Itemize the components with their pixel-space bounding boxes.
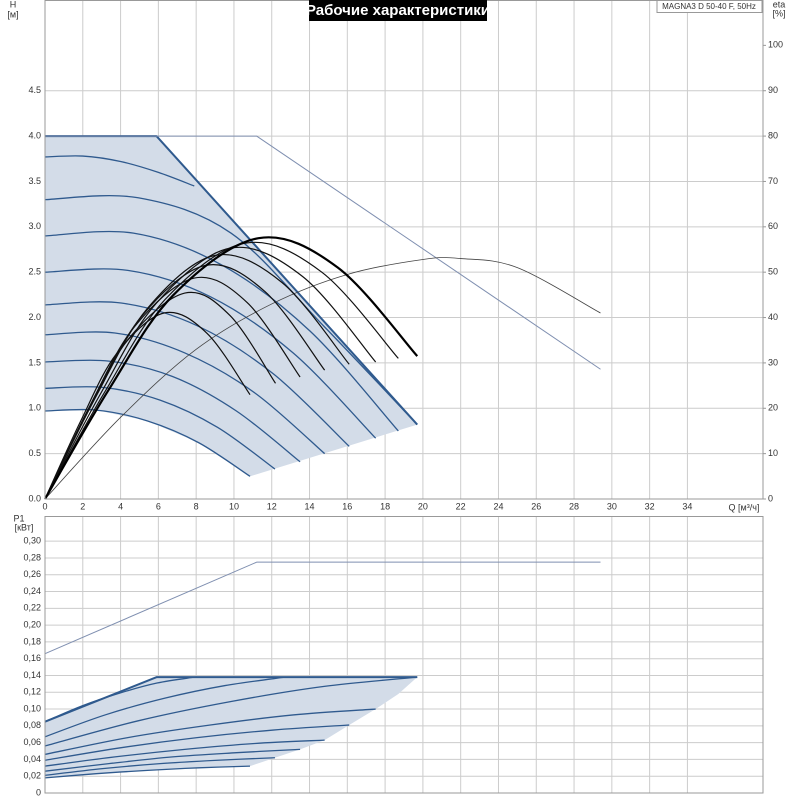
annotation: MAGNA3 D 50-40 F, 50Hz [662, 2, 756, 11]
y-tick-label: 0,04 [23, 754, 41, 764]
curve [44, 230, 399, 432]
x-tick-label: 24 [493, 501, 503, 511]
x-tick-label: 14 [305, 501, 315, 511]
curve [44, 748, 301, 772]
x-tick-label: 0 [42, 501, 47, 511]
y-tick-label: 0,16 [23, 653, 41, 663]
x-tick-label: 16 [342, 501, 352, 511]
y2-tick-label: 60 [768, 221, 778, 231]
y2-tick-label: 10 [768, 448, 778, 458]
y-tick-label: 0,14 [23, 670, 41, 680]
x-tick-label: 34 [682, 501, 692, 511]
y-tick-label: 0,26 [23, 569, 41, 579]
x-tick-label: 12 [267, 501, 277, 511]
y-tick-label: 2.5 [28, 267, 41, 277]
curve [44, 676, 286, 738]
operating-area [45, 677, 418, 778]
y2-tick-label: 0 [768, 493, 773, 503]
x-tick-label: 20 [418, 501, 428, 511]
y-tick-label: 1.5 [28, 357, 41, 367]
efficiency-curve [44, 253, 350, 500]
curve [44, 359, 301, 463]
y2-tick-label: 30 [768, 357, 778, 367]
curve [44, 408, 251, 477]
y-tick-label: 0,20 [23, 619, 41, 629]
plot-frame [44, 516, 764, 794]
y2-tick-label: 50 [768, 267, 778, 277]
curve [44, 708, 376, 756]
y-tick-label: 0 [36, 787, 41, 797]
title-box [309, 0, 487, 21]
x-tick-label: 2 [80, 501, 85, 511]
x-tick-label: 28 [569, 501, 579, 511]
y-tick-label: 0,28 [23, 552, 41, 562]
curve [44, 195, 418, 426]
curve [44, 155, 195, 187]
x-tick-label: 32 [645, 501, 655, 511]
y-tick-label: 0,10 [23, 703, 41, 713]
operating-area [45, 136, 418, 477]
curve [44, 331, 326, 455]
efficiency-curve [44, 257, 601, 500]
x-tick-label: 30 [607, 501, 617, 511]
x-tick-label: 6 [156, 501, 161, 511]
efficiency-curve [44, 236, 419, 500]
curve [45, 135, 601, 370]
y-axis-unit: [кВт] [15, 522, 34, 532]
curve [44, 676, 418, 747]
efficiency-curve [44, 246, 377, 500]
y-tick-label: 0.0 [28, 493, 41, 503]
y-tick-label: 3.0 [28, 221, 41, 231]
x-tick-label: 18 [380, 501, 390, 511]
curve [44, 386, 276, 470]
curve [44, 561, 601, 655]
y-tick-label: 4.0 [28, 130, 41, 140]
curve [44, 765, 251, 779]
y2-axis-label: eta [773, 0, 786, 9]
plot: 0 2 4 6 8 10 12 14 16 18 20 22 24 26 28 30 32 340.00.51.0… [28, 0, 783, 511]
y-axis-label: P1 [13, 513, 24, 523]
curve [44, 268, 377, 439]
curve [44, 757, 275, 777]
y2-tick-label: 40 [768, 312, 778, 322]
y-axis-unit: [м] [7, 9, 18, 19]
y-tick-label: 0,06 [23, 737, 41, 747]
y-tick-label: 0,12 [23, 687, 41, 697]
x-axis-label: Q [м³/ч] [729, 502, 760, 512]
y-tick-label: 0.5 [28, 448, 41, 458]
y2-tick-label: 90 [768, 85, 778, 95]
x-tick-label: 10 [229, 501, 239, 511]
x-tick-label: 26 [531, 501, 541, 511]
y-tick-label: 0,08 [23, 720, 41, 730]
y-tick-label: 2.0 [28, 312, 41, 322]
y-tick-label: 1.0 [28, 403, 41, 413]
y-axis-label: H [10, 0, 17, 9]
efficiency-curve [44, 241, 399, 500]
y-tick-label: 0,30 [23, 536, 41, 546]
y-tick-label: 0,18 [23, 636, 41, 646]
y2-tick-label: 80 [768, 130, 778, 140]
y2-axis-unit: [%] [772, 8, 785, 18]
curve [44, 739, 325, 767]
x-tick-label: 8 [194, 501, 199, 511]
y-tick-label: 3.5 [28, 176, 41, 186]
y2-tick-label: 100 [768, 40, 783, 50]
curve [44, 676, 418, 723]
y-tick-label: 0,02 [23, 771, 41, 781]
x-tick-label: 22 [456, 501, 466, 511]
annotation-box [656, 0, 763, 13]
chart-title: Рабочие характеристики [306, 2, 490, 19]
y2-tick-label: 20 [768, 403, 778, 413]
curve [44, 724, 350, 761]
y-tick-label: 0,22 [23, 603, 41, 613]
y-tick-label: 0,24 [23, 586, 41, 596]
x-tick-label: 4 [118, 501, 123, 511]
y-tick-label: 4.5 [28, 85, 41, 95]
y2-tick-label: 70 [768, 176, 778, 186]
plot: 0 0,02 0,04 0,06 0,08 0,10 0,12 0,14 0,16 0,18 0,2… [23, 516, 764, 797]
